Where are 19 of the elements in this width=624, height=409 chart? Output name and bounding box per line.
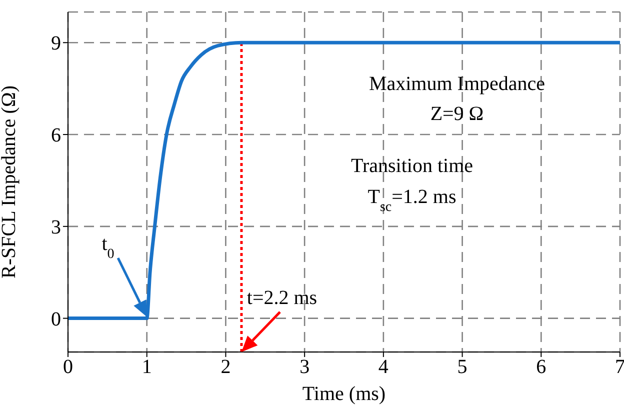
y-axis-title: R-SFCL Impedance (Ω) [0,86,20,278]
y-tick-label: 3 [51,216,61,239]
y-tick-label: 0 [51,308,61,330]
annotation: T$_{sc}$=1.2 ms [368,186,456,214]
x-tick-label: 2 [220,356,231,378]
x-tick-label: 3 [300,356,310,378]
line-series [68,40,620,320]
x-tick-label: 6 [536,356,546,378]
x-tick-label: 4 [378,356,388,378]
y-tick-label: 6 [51,124,61,147]
x-axis-title: Time (ms) [302,383,386,405]
annotation: Transition time [350,155,474,177]
annotation: t$_{0}$ [102,233,114,262]
annotation: Z=9 Ω [430,103,484,125]
x-tick-label: 5 [457,356,468,378]
annotation: Maximum Impedance [368,73,546,95]
annotation: t=2.2 ms [246,287,318,309]
x-tick-label: 1 [142,356,152,378]
y-tick-label: 9 [51,32,61,55]
